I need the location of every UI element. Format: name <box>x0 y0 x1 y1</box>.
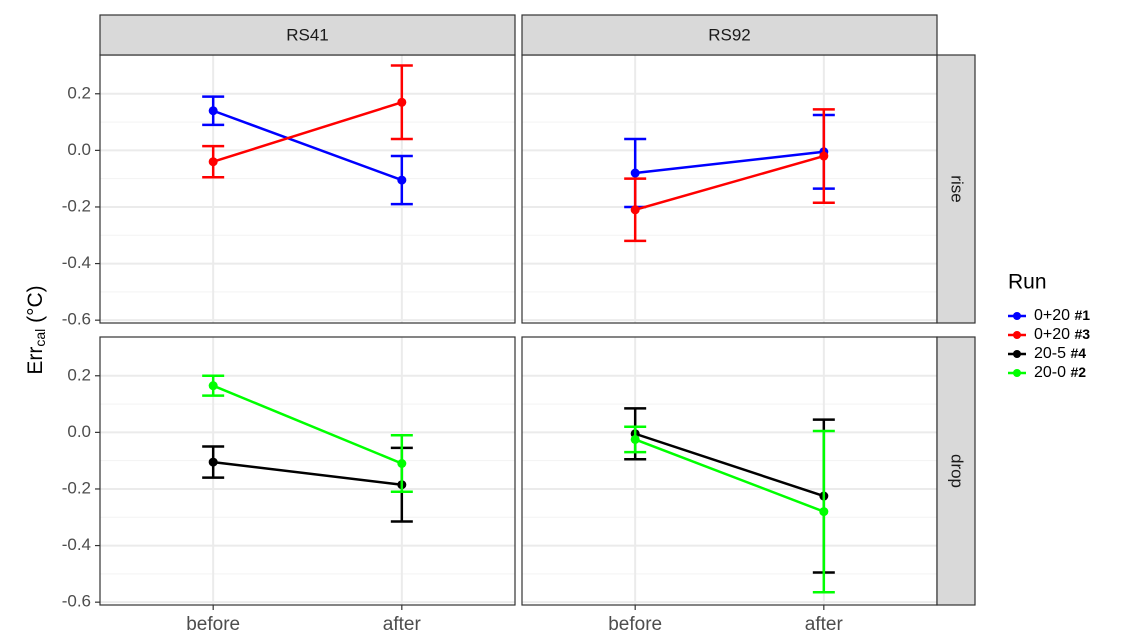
y-axis-title-part: Err <box>24 347 47 375</box>
point <box>208 381 218 391</box>
series-line <box>212 109 403 182</box>
series-line <box>212 101 403 163</box>
series-line <box>635 150 824 175</box>
strip <box>521 14 938 56</box>
y-tick-label: -0.4 <box>62 535 91 554</box>
series-line <box>212 384 403 465</box>
y-axis-title-part: (°C) <box>24 285 47 328</box>
panel-background <box>100 337 515 605</box>
y-tick-label: 0.2 <box>67 83 91 102</box>
x-tick-label: before <box>186 614 240 635</box>
series-line <box>634 438 825 513</box>
point <box>397 459 407 469</box>
point <box>208 157 218 167</box>
y-tick-label: 0.0 <box>67 140 91 159</box>
point <box>208 106 218 116</box>
strip-label: rise <box>948 175 967 202</box>
strip <box>99 14 516 56</box>
strip <box>936 54 976 324</box>
y-axis-title-part: cal <box>32 329 48 347</box>
strip-label: RS92 <box>708 25 751 44</box>
legend-key-point <box>1013 369 1021 377</box>
y-tick-label: 0.2 <box>67 365 91 384</box>
y-tick-label: -0.2 <box>62 196 91 215</box>
x-tick-label: after <box>383 614 422 635</box>
y-tick-label: -0.6 <box>62 592 91 611</box>
x-tick-label: before <box>608 614 662 635</box>
y-tick-label: -0.4 <box>62 253 91 272</box>
series-line <box>634 154 825 212</box>
point <box>630 205 640 215</box>
series-line <box>634 432 825 498</box>
legend-key-point <box>1013 312 1021 320</box>
y-axis-title: Errcal (°C) <box>24 285 48 374</box>
y-tick-label: -0.2 <box>62 478 91 497</box>
legend-title: Run <box>1008 271 1047 294</box>
y-tick-label: -0.6 <box>62 310 91 329</box>
legend-key-point <box>1013 350 1021 358</box>
point <box>397 175 407 185</box>
legend-label: 0+20 #3 <box>1034 326 1090 344</box>
series-line <box>213 460 402 486</box>
point <box>630 434 640 444</box>
point <box>208 457 218 467</box>
point <box>819 507 829 517</box>
legend-key-point <box>1013 331 1021 339</box>
strip-label: RS41 <box>286 25 329 44</box>
x-tick-label: after <box>805 614 844 635</box>
legend-label: 20-5 #4 <box>1034 345 1086 363</box>
panel-background <box>522 337 937 605</box>
strip <box>936 336 976 606</box>
strip-label: drop <box>948 454 967 488</box>
panel-background <box>100 55 515 323</box>
legend-label: 20-0 #2 <box>1034 364 1086 382</box>
point <box>397 97 407 107</box>
panel-border <box>99 336 516 606</box>
legend-label: 0+20 #1 <box>1034 307 1090 325</box>
point <box>819 151 829 161</box>
panel-background <box>522 55 937 323</box>
point <box>630 168 640 178</box>
y-tick-label: 0.0 <box>67 422 91 441</box>
